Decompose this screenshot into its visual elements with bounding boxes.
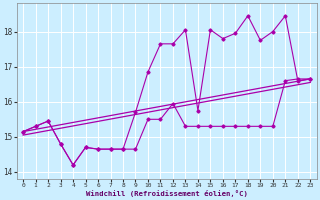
- X-axis label: Windchill (Refroidissement éolien,°C): Windchill (Refroidissement éolien,°C): [86, 190, 248, 197]
